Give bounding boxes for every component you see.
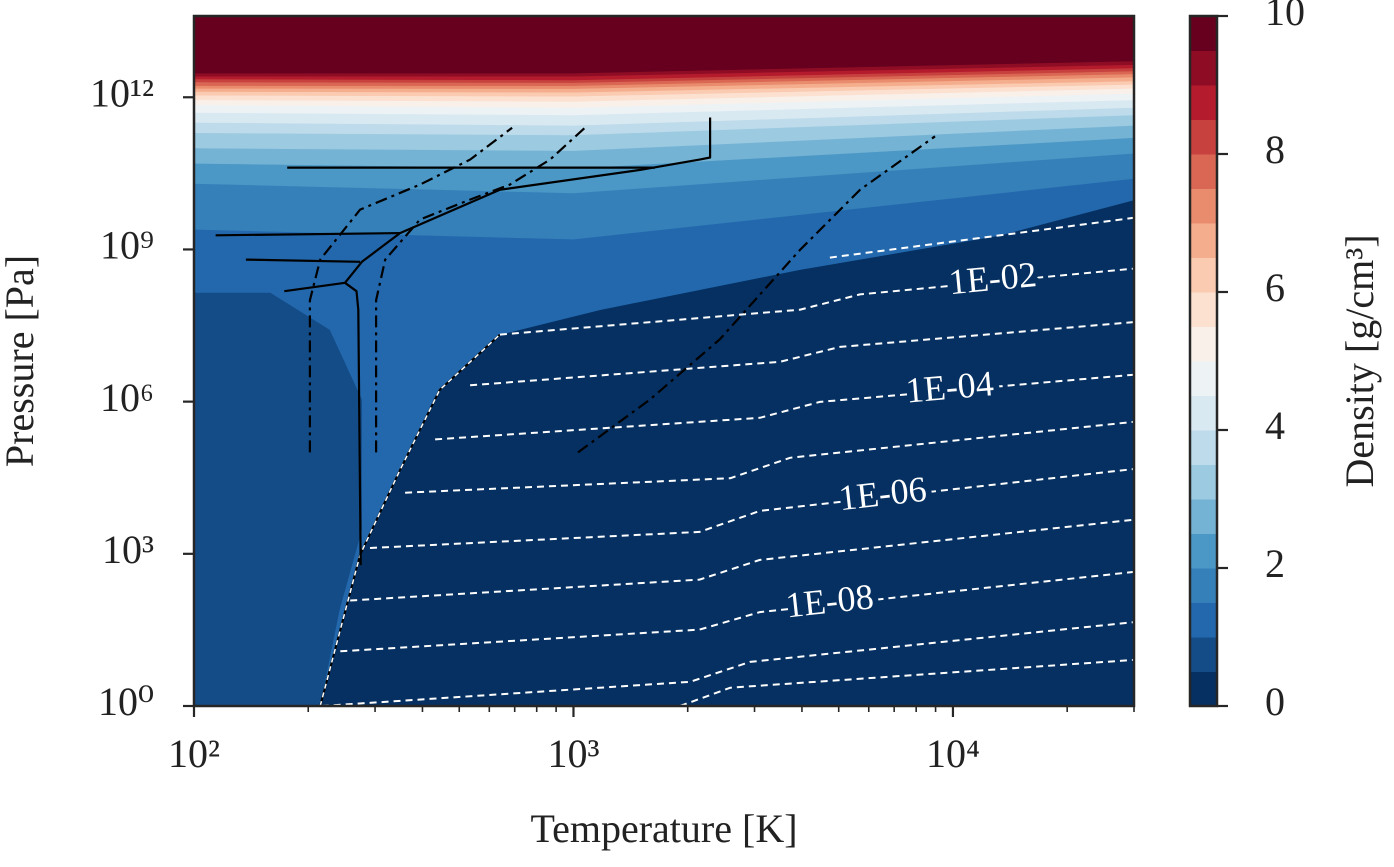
- colorbar-band: [1190, 637, 1217, 672]
- contour-line: [405, 420, 1134, 494]
- colorbar-band: [1190, 430, 1217, 465]
- adiabat: [308, 126, 513, 453]
- y-tick-label: 10³: [102, 527, 154, 572]
- colorbar-band: [1190, 85, 1217, 120]
- x-axis-label: Temperature [K]: [530, 806, 797, 851]
- contour-line: [350, 518, 1134, 602]
- phase-boundary: [284, 281, 362, 566]
- contour-line: [435, 373, 1134, 441]
- colorbar-tick-label: 4: [1265, 403, 1285, 448]
- colorbar-band: [1190, 361, 1217, 396]
- colorbar-band: [1190, 671, 1217, 707]
- x-tick-label: 10²: [168, 731, 220, 776]
- colorbar-tick-label: 0: [1265, 679, 1285, 724]
- y-tick-label: 10⁶: [100, 375, 154, 420]
- saturation-curve: [319, 333, 501, 706]
- colorbar-tick-label: 2: [1265, 541, 1285, 586]
- colorbar-band: [1190, 464, 1217, 500]
- colorbar-band: [1190, 119, 1217, 155]
- contour-label: 1E-04: [904, 363, 995, 410]
- region-fill: [194, 292, 362, 706]
- y-tick-label: 10⁹: [100, 223, 154, 268]
- y-tick-label: 10¹²: [90, 70, 154, 115]
- colorbar-band: [1190, 50, 1217, 86]
- colorbar-band: [1190, 602, 1217, 638]
- colorbar-band: [1190, 154, 1217, 189]
- phase-boundary: [344, 117, 712, 284]
- colorbar-band: [1190, 395, 1217, 431]
- contour-line: [321, 621, 1134, 706]
- colorbar-band: [1190, 499, 1217, 534]
- contour-fill: [194, 16, 1134, 74]
- colorbar-frame: [1188, 14, 1219, 708]
- contour-line: [829, 216, 1134, 259]
- adiabat: [375, 126, 586, 453]
- colorbar-tick-label: 10: [1265, 0, 1305, 34]
- colorbar-band: [1190, 16, 1217, 51]
- y-axis-label: Pressure [Pa]: [0, 255, 42, 467]
- phase-boundary: [245, 258, 361, 263]
- colorbar-band: [1190, 326, 1217, 362]
- colorbar-tick-label: 8: [1265, 127, 1285, 172]
- phase-boundary: [215, 232, 401, 237]
- y-tick-label: 10⁰: [98, 679, 154, 724]
- colorbar-band: [1190, 257, 1217, 293]
- contour-line: [679, 658, 1134, 706]
- adiabat: [577, 135, 936, 454]
- plot-frame: [192, 14, 1136, 708]
- colorbar-tick-label: 6: [1265, 265, 1285, 310]
- colorbar-band: [1190, 568, 1217, 603]
- colorbar-label: Density [g/cm³]: [1337, 234, 1382, 487]
- x-tick-label: 10³: [547, 731, 599, 776]
- x-tick-label: 10⁴: [926, 731, 980, 776]
- colorbar-band: [1190, 188, 1217, 224]
- colorbar-band: [1190, 223, 1217, 258]
- contour-line: [369, 468, 1134, 549]
- contour-line: [499, 267, 1134, 336]
- contour-line: [470, 321, 1134, 387]
- colorbar-band: [1190, 533, 1217, 569]
- contour-label: 1E-02: [947, 254, 1038, 302]
- colorbar-band: [1190, 292, 1217, 327]
